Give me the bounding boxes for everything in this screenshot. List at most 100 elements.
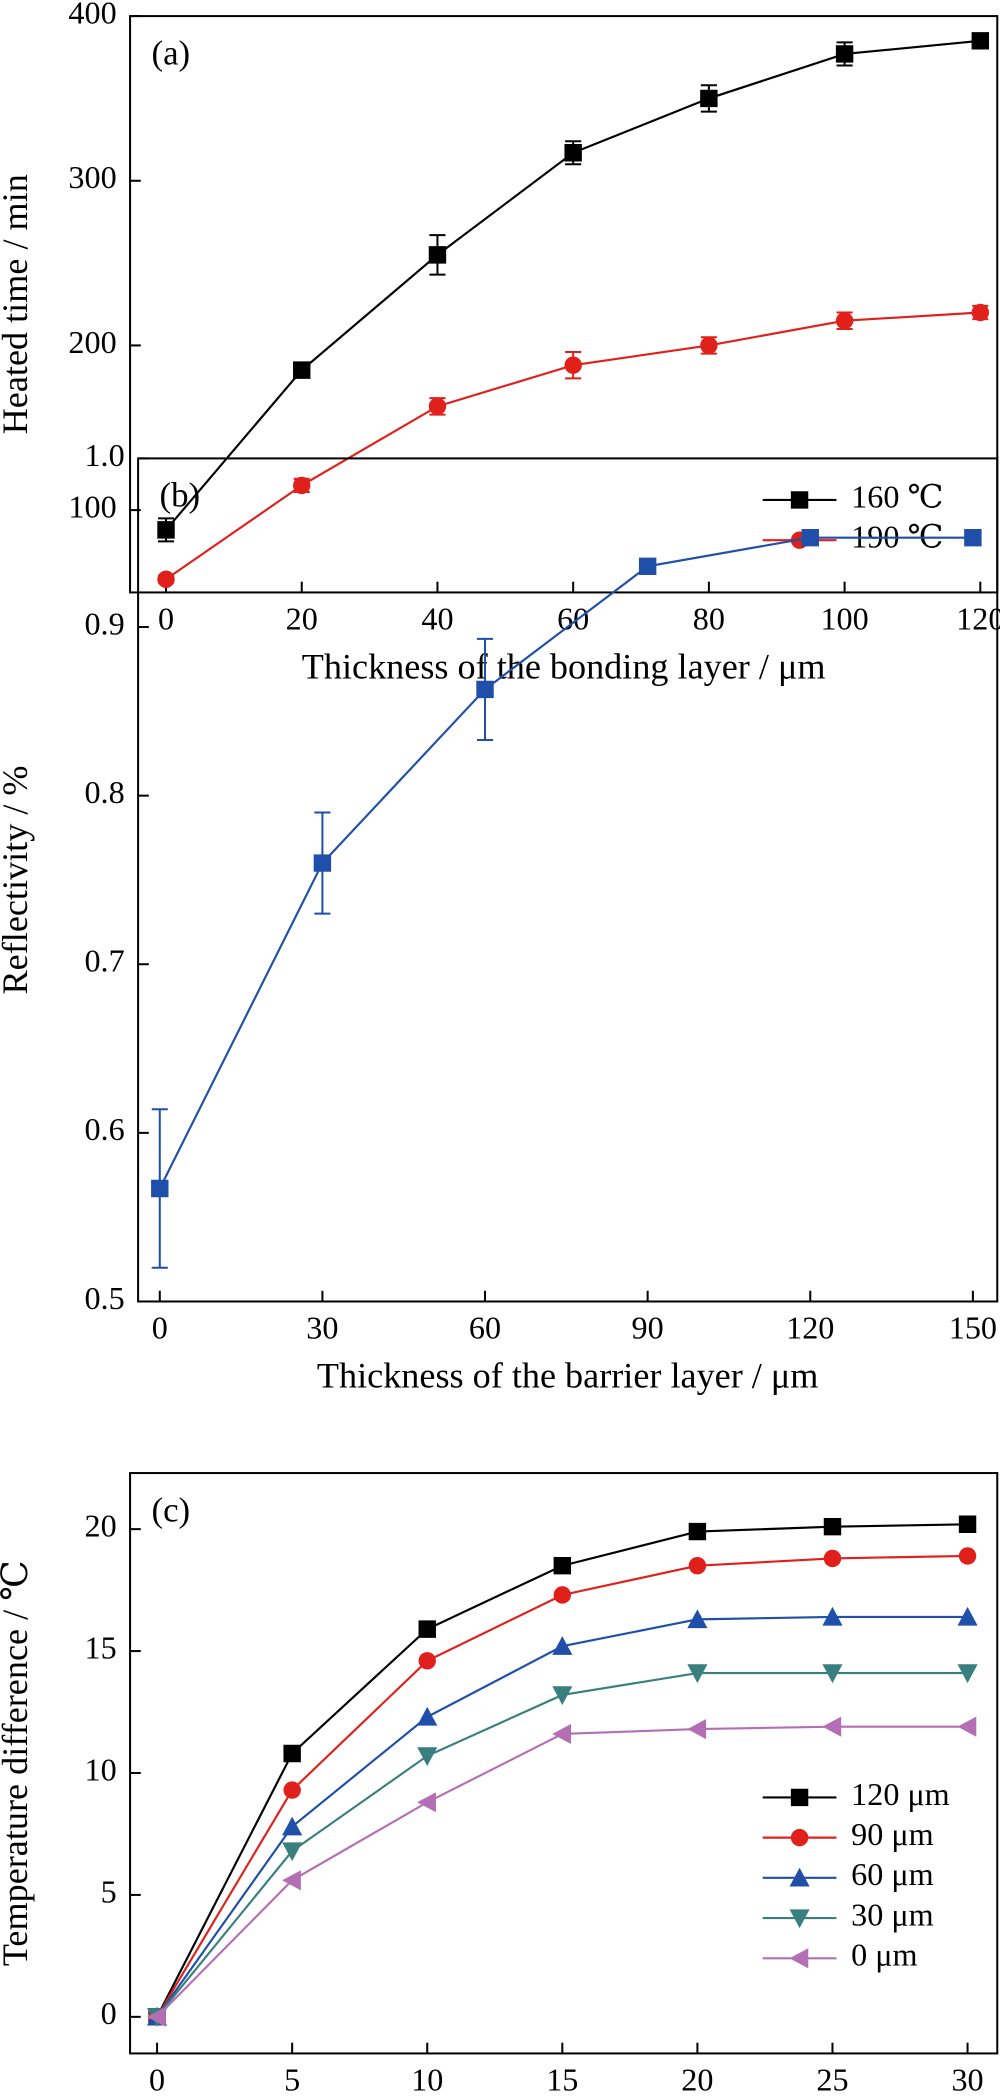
marker — [823, 1549, 842, 1568]
marker — [418, 1652, 436, 1670]
legend-label: 60 μm — [851, 1856, 933, 1892]
marker — [958, 1547, 977, 1565]
marker — [687, 1664, 708, 1684]
marker — [313, 854, 332, 872]
y-tick-label: 100 — [68, 488, 116, 524]
plot-frame — [129, 15, 999, 594]
x-tick-label: 80 — [693, 600, 725, 636]
marker — [822, 1606, 843, 1626]
panel-label: (c) — [152, 1490, 191, 1529]
marker — [964, 528, 982, 547]
x-tick-label: 30 — [951, 2061, 983, 2097]
series-line — [156, 1725, 968, 2018]
marker — [790, 1788, 809, 1807]
series-line — [156, 1554, 968, 2018]
y-tick-label: 5 — [101, 1873, 117, 1909]
y-tick-label: 200 — [68, 324, 116, 360]
marker — [688, 1522, 707, 1541]
marker — [958, 1515, 977, 1533]
marker — [789, 1909, 810, 1929]
marker — [822, 1716, 842, 1737]
marker — [835, 312, 854, 330]
marker — [417, 1792, 436, 1813]
marker — [418, 1620, 436, 1638]
marker — [417, 1706, 438, 1726]
marker — [687, 1609, 708, 1629]
x-tick-label: 20 — [681, 2061, 713, 2097]
marker — [157, 570, 175, 588]
series-line — [158, 536, 973, 1189]
marker — [282, 1842, 303, 1862]
y-tick-label: 1.0 — [84, 437, 124, 473]
marker — [957, 1664, 978, 1684]
marker — [428, 246, 447, 264]
x-tick-label: 120 — [956, 600, 1000, 636]
marker — [822, 1664, 843, 1684]
marker — [553, 1586, 572, 1604]
marker — [157, 521, 175, 539]
marker — [151, 1179, 169, 1198]
x-tick-label: 5 — [284, 2061, 300, 2097]
y-tick-label: 400 — [68, 0, 116, 30]
panel-label: (b) — [160, 476, 201, 515]
marker — [282, 1870, 301, 1891]
marker — [971, 303, 990, 322]
y-axis-label: Heated time / min — [0, 174, 35, 434]
x-tick-label: 0 — [149, 2061, 165, 2097]
y-axis-label: Temperature difference / ℃ — [0, 1560, 35, 1966]
x-tick-label: 40 — [421, 600, 453, 636]
marker — [789, 1948, 809, 1969]
marker — [700, 336, 718, 355]
marker — [147, 2006, 166, 2027]
marker — [789, 1867, 810, 1887]
marker — [700, 89, 718, 108]
x-axis-label: Thickness of the barrier layer / μm — [317, 1356, 819, 1396]
marker — [476, 680, 494, 699]
legend-label: 120 μm — [851, 1776, 950, 1812]
marker — [553, 1557, 572, 1575]
marker — [835, 45, 854, 63]
x-axis-label: Thickness of the bonding layer / μm — [302, 646, 826, 686]
marker — [688, 1557, 707, 1575]
marker — [283, 1781, 301, 1799]
x-tick-label: 30 — [306, 1309, 338, 1345]
x-tick-label: 25 — [816, 2061, 848, 2097]
x-tick-label: 0 — [152, 1309, 168, 1345]
marker — [957, 1606, 978, 1626]
y-tick-label: 0 — [101, 1995, 117, 2031]
panel-label: (a) — [152, 33, 191, 72]
marker — [971, 32, 990, 50]
x-tick-label: 120 — [786, 1309, 834, 1345]
marker — [283, 1744, 301, 1763]
y-axis-label: Reflectivity / % — [0, 765, 35, 994]
y-tick-label: 0.7 — [84, 943, 124, 979]
x-tick-label: 20 — [286, 600, 318, 636]
marker — [282, 1816, 303, 1836]
marker — [687, 1719, 707, 1740]
marker — [790, 1828, 809, 1847]
marker — [957, 1716, 977, 1737]
marker — [552, 1686, 573, 1706]
x-tick-label: 15 — [546, 2061, 578, 2097]
y-tick-label: 0.8 — [84, 774, 124, 810]
x-tick-label: 10 — [411, 2061, 443, 2097]
y-tick-label: 15 — [85, 1629, 117, 1665]
marker — [552, 1636, 573, 1655]
x-tick-label: 90 — [632, 1309, 664, 1345]
x-tick-label: 0 — [158, 600, 174, 636]
legend-label: 30 μm — [851, 1896, 933, 1932]
marker — [428, 397, 447, 416]
marker — [564, 356, 582, 374]
x-tick-label: 100 — [820, 600, 868, 636]
x-tick-label: 150 — [949, 1309, 997, 1345]
marker — [417, 1747, 438, 1766]
y-tick-label: 20 — [85, 1508, 117, 1544]
series-line — [165, 39, 981, 531]
marker — [293, 361, 311, 379]
marker — [823, 1517, 842, 1536]
y-tick-label: 0.6 — [84, 1111, 124, 1147]
plot-frame — [137, 457, 999, 1303]
plot-frame — [129, 1472, 999, 2055]
marker — [790, 491, 809, 509]
